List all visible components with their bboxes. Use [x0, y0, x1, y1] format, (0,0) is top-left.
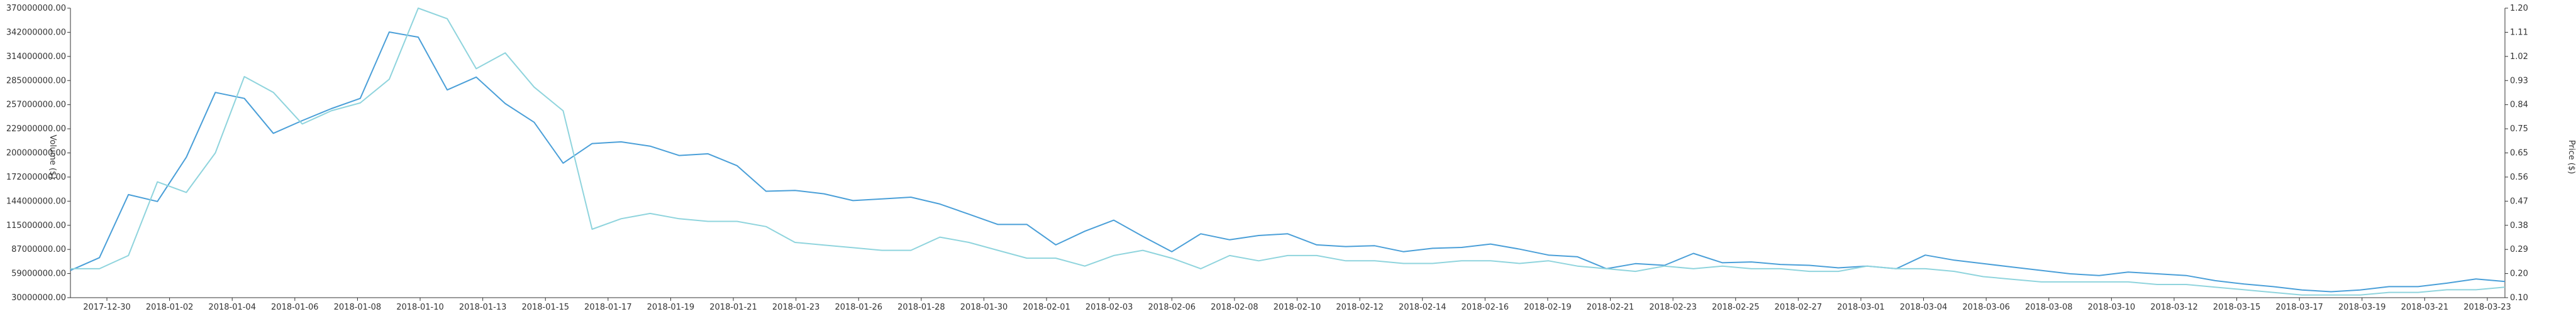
y-right-tick-label: 1.02	[2510, 52, 2528, 62]
y-left-tick-label: 200000000.00	[6, 149, 66, 158]
x-tick-label: 2018-02-03	[1085, 303, 1133, 312]
price-series-line	[70, 8, 2506, 296]
y-left-tick-label: 87000000.00	[11, 245, 66, 254]
x-tick-label: 2018-02-21	[1587, 303, 1635, 312]
x-tick-label: 2018-01-02	[146, 303, 194, 312]
x-tick-label: 2018-01-15	[521, 303, 569, 312]
y-left-tick-label: 257000000.00	[6, 100, 66, 110]
x-tick-label: 2018-02-14	[1399, 303, 1446, 312]
x-tick-label: 2018-03-23	[2463, 303, 2511, 312]
y-left-tick-label: 314000000.00	[6, 52, 66, 62]
y-axis-right-title: Price ($)	[2567, 140, 2576, 174]
x-tick-label: 2018-03-06	[1962, 303, 2010, 312]
x-tick-label: 2018-03-10	[2088, 303, 2136, 312]
y-left-tick-label: 59000000.00	[11, 269, 66, 279]
volume-series-line	[70, 31, 2506, 293]
x-tick-label: 2018-02-08	[1211, 303, 1258, 312]
y-axis-left-title: Volume ($)	[48, 135, 57, 180]
y-left-tick-label: 342000000.00	[6, 28, 66, 37]
x-tick-label: 2018-02-06	[1148, 303, 1196, 312]
axes-layer: 30000000.00 59000000.00 87000000.00 1150000…	[6, 4, 2528, 312]
y-right-tick-label: 0.20	[2510, 269, 2528, 279]
x-tick-label: 2018-03-21	[2401, 303, 2449, 312]
x-tick-label: 2018-02-10	[1274, 303, 1321, 312]
x-tick-label: 2018-01-23	[772, 303, 820, 312]
x-tick-label: 2018-01-08	[334, 303, 382, 312]
y-right-tick-label: 0.93	[2510, 76, 2528, 85]
x-tick-label: 2018-01-26	[835, 303, 882, 312]
x-tick-label: 2018-02-12	[1336, 303, 1384, 312]
y-right-tick-label: 0.29	[2510, 245, 2528, 254]
x-tick-label: 2018-03-12	[2150, 303, 2198, 312]
x-tick-label: 2018-01-17	[584, 303, 632, 312]
x-tick-label: 2018-01-30	[960, 303, 1008, 312]
y-right-tick-label: 0.65	[2510, 149, 2528, 158]
x-tick-label: 2018-02-23	[1649, 303, 1697, 312]
y-left-tick-label: 370000000.00	[6, 4, 66, 13]
x-tick-label: 2018-02-19	[1524, 303, 1572, 312]
x-tick-label: 2017-12-30	[83, 303, 131, 312]
y-left-tick-label: 30000000.00	[11, 293, 66, 303]
y-left-tick-label: 115000000.00	[6, 221, 66, 230]
x-tick-label: 2018-01-06	[271, 303, 319, 312]
x-tick-label: 2018-02-01	[1023, 303, 1070, 312]
y-right-tick-label: 1.11	[2510, 28, 2528, 37]
x-tick-label: 2018-01-10	[396, 303, 444, 312]
x-tick-label: 2018-03-19	[2338, 303, 2386, 312]
y-left-tick-label: 144000000.00	[6, 197, 66, 206]
x-tick-label: 2018-03-04	[1900, 303, 1948, 312]
y-left-tick-label: 172000000.00	[6, 173, 66, 182]
y-left-tick-label: 285000000.00	[6, 76, 66, 85]
x-tick-label: 2018-01-04	[208, 303, 256, 312]
y-right-tick-label: 0.10	[2510, 293, 2528, 303]
x-tick-label: 2018-01-21	[709, 303, 757, 312]
y-left-tick-label: 229000000.00	[6, 124, 66, 134]
x-tick-label: 2018-01-19	[647, 303, 695, 312]
y-right-tick-label: 0.56	[2510, 173, 2528, 182]
x-tick-label: 2018-01-28	[897, 303, 945, 312]
x-tick-label: 2018-02-16	[1462, 303, 1509, 312]
x-tick-label: 2018-01-13	[459, 303, 507, 312]
y-right-tick-label: 0.75	[2510, 124, 2528, 134]
y-right-tick-label: 0.47	[2510, 197, 2528, 206]
x-tick-label: 2018-03-15	[2213, 303, 2261, 312]
x-tick-label: 2018-03-17	[2275, 303, 2323, 312]
x-tick-label: 2018-02-27	[1775, 303, 1823, 312]
x-tick-label: 2018-02-25	[1712, 303, 1760, 312]
series-layer	[70, 8, 2506, 296]
y-right-tick-label: 0.84	[2510, 100, 2528, 110]
y-right-tick-label: 1.20	[2510, 4, 2528, 13]
y-right-tick-label: 0.38	[2510, 221, 2528, 230]
x-tick-label: 2018-03-08	[2025, 303, 2073, 312]
x-tick-label: 2018-03-01	[1837, 303, 1885, 312]
